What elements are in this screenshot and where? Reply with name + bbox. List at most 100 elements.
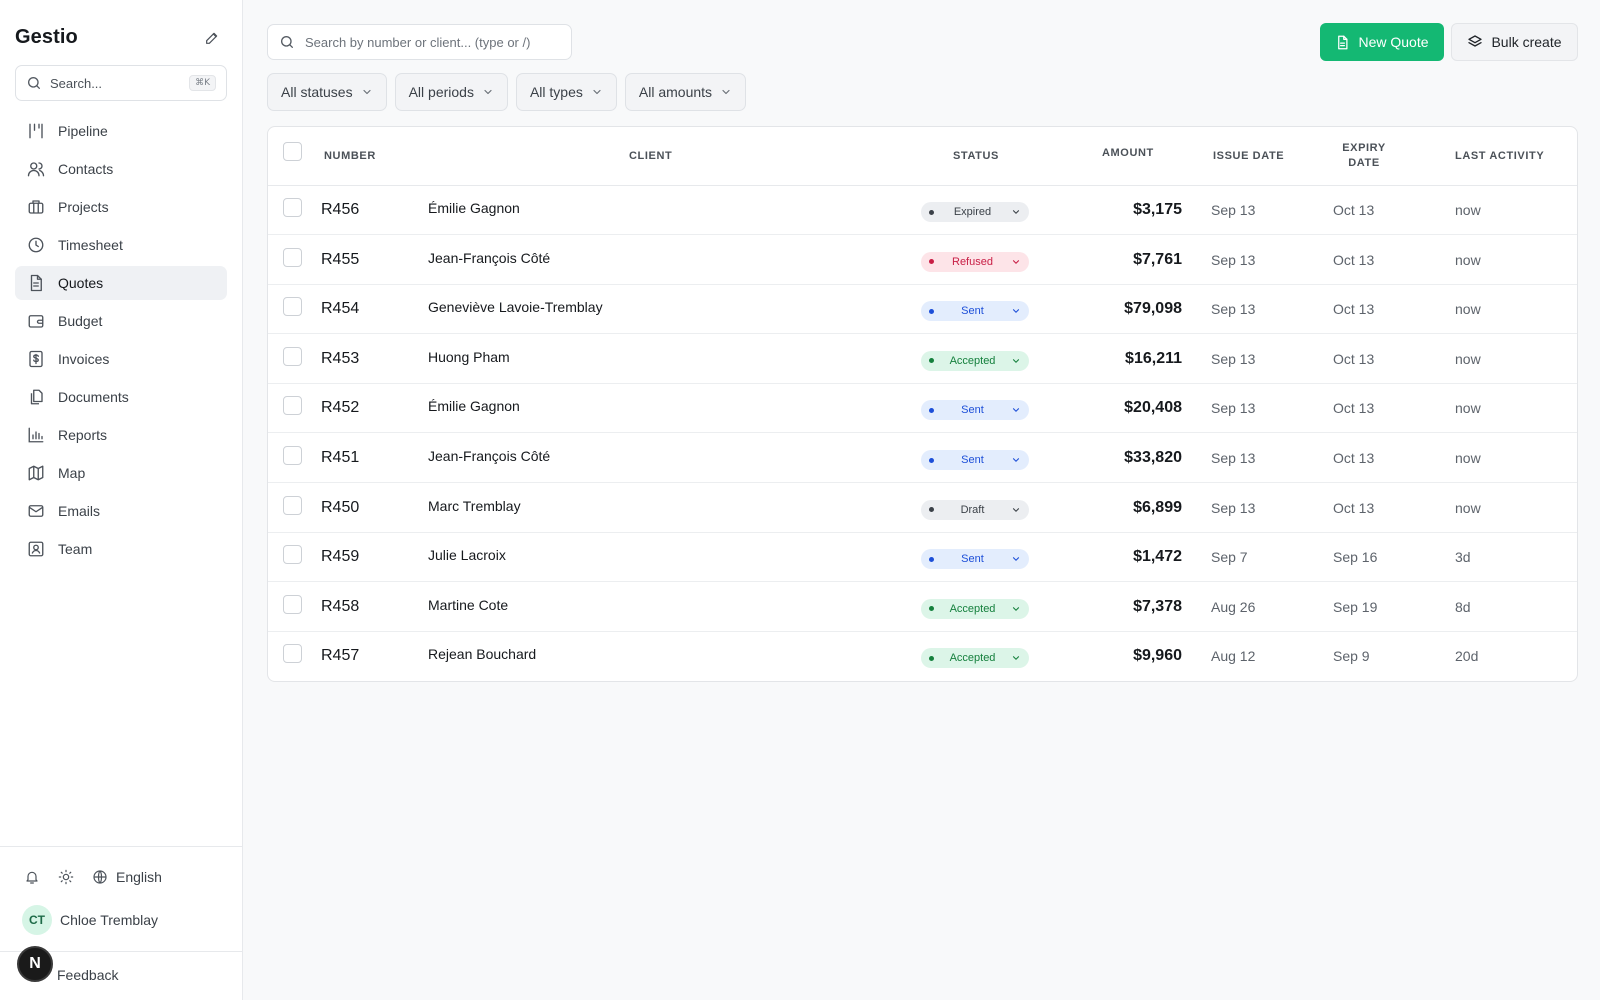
client-name[interactable]: Huong Pham: [428, 348, 510, 365]
status-badge[interactable]: Sent: [921, 301, 1029, 322]
filter-all-types[interactable]: All types: [515, 73, 617, 111]
row-checkbox[interactable]: [283, 396, 302, 416]
sidebar-item-emails[interactable]: Emails: [15, 494, 227, 528]
filter-all-periods[interactable]: All periods: [394, 73, 508, 111]
bulk-create-button[interactable]: Bulk create: [1451, 23, 1578, 61]
sidebar-item-timesheet[interactable]: Timesheet: [15, 228, 227, 262]
table-row[interactable]: R454 Geneviève Lavoie-Tremblay Sent $79,…: [268, 285, 1577, 335]
table-row[interactable]: R452 Émilie Gagnon Sent $20,408 Sep 13 O…: [268, 384, 1577, 434]
status-badge[interactable]: Sent: [921, 400, 1029, 421]
row-checkbox[interactable]: [283, 594, 302, 614]
quote-number[interactable]: R455: [321, 250, 360, 268]
avatar: CT: [22, 905, 52, 935]
sidebar-item-reports[interactable]: Reports: [15, 418, 227, 452]
sidebar-search[interactable]: Search... ⌘K: [15, 65, 227, 101]
sun-icon[interactable]: [56, 867, 76, 887]
header-expiry-date[interactable]: EXPIRY DATE: [1342, 142, 1386, 169]
client-name[interactable]: Marc Tremblay: [428, 497, 521, 514]
row-checkbox[interactable]: [283, 644, 302, 664]
status-badge[interactable]: Refused: [921, 251, 1029, 272]
bell-icon[interactable]: [22, 867, 42, 887]
chevron-down-icon: [1011, 257, 1021, 267]
filter-all-statuses[interactable]: All statuses: [267, 73, 387, 111]
client-name[interactable]: Rejean Bouchard: [428, 646, 537, 663]
sidebar-item-documents[interactable]: Documents: [15, 380, 227, 414]
table-row[interactable]: R456 Émilie Gagnon Expired $3,175 Sep 13…: [268, 186, 1577, 235]
n-badge-button[interactable]: N: [17, 946, 53, 982]
quote-search-input[interactable]: Search by number or client... (type or /…: [267, 24, 572, 60]
header-last-activity[interactable]: LAST ACTIVITY: [1455, 150, 1545, 162]
quote-number[interactable]: R451: [321, 449, 360, 466]
row-checkbox[interactable]: [283, 198, 302, 217]
header-issue-date[interactable]: ISSUE DATE: [1213, 150, 1285, 162]
quote-amount: $79,098: [1124, 300, 1182, 318]
sidebar-item-quotes[interactable]: Quotes: [15, 266, 227, 300]
last-activity: now: [1455, 400, 1481, 417]
sidebar-item-team[interactable]: Team: [15, 532, 227, 566]
quote-number[interactable]: R459: [321, 548, 360, 566]
sidebar-item-pipeline[interactable]: Pipeline: [15, 114, 227, 148]
status-badge[interactable]: Accepted: [921, 648, 1029, 669]
client-name[interactable]: Julie Lacroix: [428, 547, 506, 564]
chevron-down-icon: [361, 86, 373, 98]
client-name[interactable]: Émilie Gagnon: [428, 200, 520, 216]
client-name[interactable]: Geneviève Lavoie-Tremblay: [428, 299, 603, 316]
table-row[interactable]: R455 Jean-François Côté Refused $7,761 S…: [268, 236, 1577, 285]
row-checkbox[interactable]: [283, 247, 302, 267]
header-amount[interactable]: AMOUNT: [1102, 147, 1154, 159]
globe-icon: [90, 867, 110, 887]
table-row[interactable]: R451 Jean-François Côté Sent $33,820 Sep…: [268, 434, 1577, 483]
header-client[interactable]: CLIENT: [629, 150, 673, 162]
quote-number[interactable]: R454: [321, 300, 360, 318]
edit-icon[interactable]: [202, 28, 222, 48]
feedback-link[interactable]: Feedback: [57, 967, 119, 983]
table-row[interactable]: R457 Rejean Bouchard Accepted $9,960 Aug…: [268, 632, 1577, 681]
quote-number[interactable]: R458: [321, 597, 360, 615]
documents-icon: [26, 387, 46, 407]
row-checkbox[interactable]: [283, 446, 302, 465]
filter-all-amounts[interactable]: All amounts: [624, 73, 747, 111]
sidebar-item-invoices[interactable]: Invoices: [15, 342, 227, 376]
header-number[interactable]: NUMBER: [324, 150, 376, 162]
quote-number[interactable]: R456: [321, 201, 360, 218]
select-all-checkbox[interactable]: [283, 142, 302, 161]
status-label: Refused: [952, 255, 993, 268]
sidebar-item-label: Projects: [58, 199, 109, 215]
quote-number[interactable]: R457: [321, 647, 360, 665]
table-row[interactable]: R453 Huong Pham Accepted $16,211 Sep 13 …: [268, 335, 1577, 384]
table-row[interactable]: R450 Marc Tremblay Draft $6,899 Sep 13 O…: [268, 484, 1577, 533]
filter-bar: All statuses All periods All types All a…: [267, 73, 747, 111]
quote-number[interactable]: R450: [321, 498, 360, 516]
row-checkbox[interactable]: [283, 297, 302, 317]
sidebar-item-label: Budget: [58, 313, 103, 329]
row-checkbox[interactable]: [283, 346, 302, 366]
client-name[interactable]: Jean-François Côté: [428, 249, 551, 266]
sidebar-item-map[interactable]: Map: [15, 456, 227, 490]
row-checkbox[interactable]: [283, 495, 302, 515]
divider: [0, 951, 243, 952]
sidebar-item-budget[interactable]: Budget: [15, 304, 227, 338]
user-profile[interactable]: CT Chloe Tremblay: [22, 905, 158, 935]
status-badge[interactable]: Sent: [921, 549, 1029, 570]
language-selector[interactable]: English: [90, 867, 162, 887]
quotes-table: NUMBER CLIENT STATUS AMOUNT ISSUE DATE E…: [267, 126, 1578, 682]
status-badge[interactable]: Accepted: [921, 350, 1029, 371]
quote-number[interactable]: R453: [321, 349, 360, 367]
client-name[interactable]: Émilie Gagnon: [428, 398, 520, 415]
status-label: Expired: [953, 206, 992, 218]
sidebar-item-projects[interactable]: Projects: [15, 190, 227, 224]
client-name[interactable]: Jean-François Côté: [428, 448, 551, 464]
table-row[interactable]: R458 Martine Cote Accepted $7,378 Aug 26…: [268, 583, 1577, 632]
new-quote-button[interactable]: New Quote: [1320, 23, 1444, 61]
table-row[interactable]: R459 Julie Lacroix Sent $1,472 Sep 7 Sep…: [268, 533, 1577, 583]
status-badge[interactable]: Sent: [921, 450, 1029, 470]
row-checkbox[interactable]: [283, 545, 302, 565]
sidebar-item-contacts[interactable]: Contacts: [15, 152, 227, 186]
client-name[interactable]: Martine Cote: [428, 596, 509, 613]
quote-number[interactable]: R452: [321, 399, 360, 417]
quote-amount: $9,960: [1133, 647, 1182, 665]
header-status[interactable]: STATUS: [953, 150, 999, 162]
status-badge[interactable]: Draft: [921, 499, 1029, 520]
status-badge[interactable]: Expired: [921, 202, 1029, 222]
status-badge[interactable]: Accepted: [921, 598, 1029, 619]
